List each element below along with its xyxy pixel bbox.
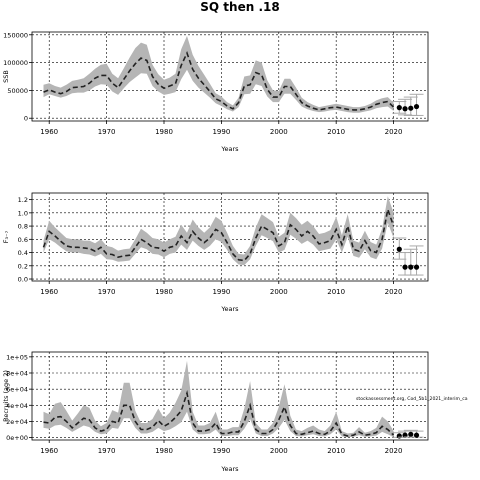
estimate-line	[43, 390, 395, 437]
x-tick-label: 2020	[385, 128, 403, 136]
y-tick-label: 1.2	[18, 196, 28, 204]
y-tick-label: 0.8	[18, 223, 28, 231]
forecast-point	[413, 432, 420, 438]
x-tick-label: 1980	[155, 128, 173, 136]
confidence-band	[43, 360, 394, 438]
y-tick-label: 0e+00	[6, 434, 28, 442]
forecast-point	[408, 264, 414, 270]
forecast-point	[408, 105, 414, 111]
x-axis-label: Years	[220, 465, 239, 473]
confidence-band	[43, 35, 394, 113]
y-tick-label: 8e+04	[6, 369, 28, 377]
x-tick-label: 1970	[98, 128, 116, 136]
y-tick-label: 0	[24, 115, 28, 123]
plot-frame	[31, 192, 429, 282]
estimate-line	[43, 50, 395, 111]
forecast-point	[413, 264, 420, 270]
x-tick-label: 1960	[40, 288, 58, 296]
x-tick-label: 2000	[270, 447, 288, 455]
x-tick-label: 2010	[327, 128, 345, 136]
forecast-point	[413, 103, 420, 110]
estimate-line	[42, 206, 395, 262]
plot-frame	[31, 351, 429, 441]
x-tick-label: 1990	[212, 128, 230, 136]
x-tick-label: 2010	[327, 288, 345, 296]
x-tick-label: 2020	[385, 288, 403, 296]
y-axis-label: Recruits (age 2)	[2, 370, 10, 422]
x-tick-label: 1980	[155, 288, 173, 296]
x-tick-label: 1970	[98, 447, 116, 455]
chart-title: SQ then .18	[200, 0, 280, 14]
x-tick-label: 1970	[98, 288, 116, 296]
x-tick-label: 2000	[270, 128, 288, 136]
y-tick-label: 100000	[3, 59, 28, 67]
x-tick-label: 1960	[40, 128, 58, 136]
y-axis-label: F₃₋₇	[2, 230, 10, 243]
forecast-point	[396, 433, 402, 439]
x-tick-label: 2020	[385, 447, 403, 455]
x-tick-label: 2000	[270, 288, 288, 296]
y-tick-label: 0.4	[18, 249, 28, 257]
y-tick-label: 6e+04	[6, 386, 28, 394]
x-tick-label: 1990	[212, 447, 230, 455]
y-tick-label: 2e+04	[6, 418, 28, 426]
forecast-point	[396, 246, 402, 252]
forecast-point	[402, 106, 408, 112]
y-tick-label: 1e+05	[6, 353, 28, 361]
plot-frame	[31, 31, 429, 122]
y-tick-label: 0.2	[18, 262, 28, 270]
y-axis-label: SSB	[2, 70, 10, 83]
x-tick-label: 1960	[40, 447, 58, 455]
y-tick-label: 1.0	[18, 209, 28, 217]
footnote-text: stockassessment.org, Cod_5b1_2021_interi…	[356, 396, 468, 402]
x-tick-label: 1990	[212, 288, 230, 296]
x-tick-label: 2010	[327, 447, 345, 455]
y-tick-label: 50000	[7, 87, 28, 95]
forecast-point	[402, 264, 408, 270]
y-tick-label: 0.6	[18, 236, 28, 244]
x-axis-label: Years	[220, 145, 239, 153]
forecast-point	[408, 431, 414, 437]
y-tick-label: 150000	[3, 31, 28, 39]
x-tick-label: 1980	[155, 447, 173, 455]
forecast-point	[396, 105, 402, 111]
y-tick-label: 4e+04	[6, 402, 28, 410]
confidence-band	[43, 196, 394, 266]
x-axis-label: Years	[220, 305, 239, 313]
y-tick-label: 0.0	[18, 276, 28, 284]
forecast-point	[402, 432, 408, 438]
